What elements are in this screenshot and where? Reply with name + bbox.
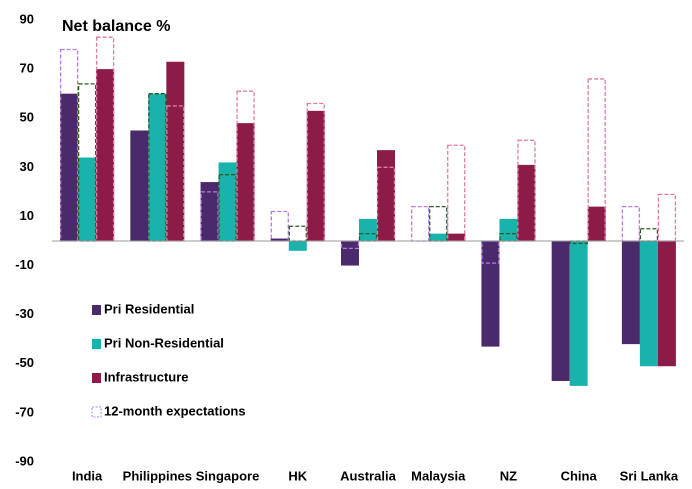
- bar: [639, 241, 658, 367]
- bar: [447, 233, 466, 241]
- x-tick-label: India: [72, 468, 103, 483]
- y-tick-label: 30: [20, 159, 34, 174]
- bar: [569, 241, 588, 386]
- bar: [306, 110, 325, 241]
- expectation-outline: [166, 105, 185, 242]
- expectation-outline: [270, 210, 289, 242]
- y-tick-label: -10: [15, 257, 34, 272]
- legend-label: 12-month expectations: [104, 403, 246, 418]
- x-tick-label: HK: [288, 468, 307, 483]
- bar: [60, 93, 79, 242]
- bar: [96, 69, 115, 241]
- bar: [270, 238, 289, 241]
- y-tick-label: -90: [15, 453, 34, 468]
- legend-label: Pri Non-Residential: [104, 335, 224, 350]
- expectation-outline: [288, 225, 307, 242]
- bar: [288, 241, 307, 251]
- x-tick-label: NZ: [500, 468, 517, 483]
- x-tick-label: Sri Lanka: [620, 468, 679, 483]
- legend-label: Infrastructure: [104, 369, 189, 384]
- x-tick-label: Malaysia: [411, 468, 466, 483]
- legend-swatch: [92, 305, 101, 315]
- y-tick-label: 50: [20, 110, 34, 125]
- legend-swatch: [92, 339, 101, 349]
- expectation-outline: [639, 228, 659, 242]
- bar: [218, 162, 237, 241]
- legend-label: Pri Residential: [104, 301, 194, 316]
- y-tick-label: 90: [20, 11, 34, 26]
- bar: [587, 206, 606, 241]
- bar: [377, 150, 395, 241]
- y-tick-label: 10: [20, 208, 34, 223]
- y-tick-label: -50: [15, 355, 34, 370]
- x-tick-label: Singapore: [196, 468, 260, 483]
- bar: [429, 233, 448, 241]
- bar: [481, 241, 500, 347]
- chart-title: Net balance %: [62, 18, 170, 35]
- expectation-outline: [447, 144, 466, 242]
- bar: [517, 164, 536, 241]
- expectation-outline: [148, 93, 167, 242]
- bar: [621, 241, 640, 345]
- bar: [499, 218, 518, 241]
- bar: [200, 182, 219, 241]
- y-tick-label: -70: [15, 404, 34, 419]
- legend-swatch: [92, 373, 101, 383]
- bar: [359, 218, 377, 241]
- bar: [130, 130, 149, 241]
- y-tick-label: 70: [20, 61, 34, 76]
- bar: [341, 241, 359, 266]
- x-tick-label: Philippines: [123, 468, 192, 483]
- x-tick-label: Australia: [340, 468, 396, 483]
- expectation-outline: [411, 205, 430, 242]
- legend-swatch: [91, 406, 102, 418]
- bar: [551, 241, 570, 381]
- bar: [148, 93, 167, 242]
- bar: [78, 157, 97, 241]
- bar: [236, 123, 255, 241]
- bar: [166, 61, 185, 241]
- expectation-outline: [621, 205, 641, 242]
- bar: [657, 241, 676, 367]
- x-tick-label: China: [561, 468, 598, 483]
- expectation-outline: [657, 193, 677, 242]
- expectation-outline: [429, 205, 448, 242]
- y-tick-label: -30: [15, 306, 34, 321]
